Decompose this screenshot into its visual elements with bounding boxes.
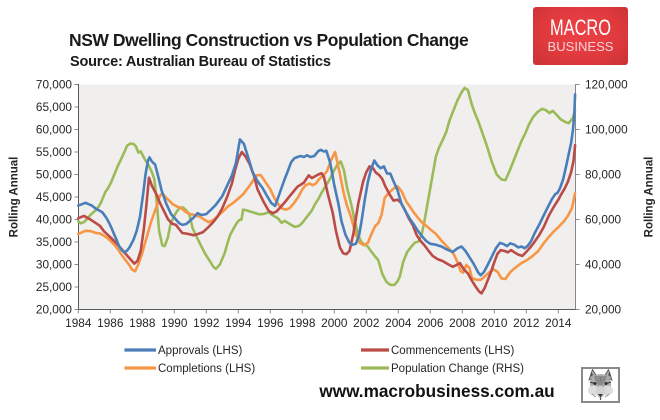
svg-text:35,000: 35,000 [36,235,73,249]
svg-text:70,000: 70,000 [36,78,73,92]
svg-text:1990: 1990 [161,316,188,330]
svg-text:Rolling Annual: Rolling Annual [9,157,21,238]
svg-text:120,000: 120,000 [585,78,628,92]
svg-text:50,000: 50,000 [36,168,73,182]
svg-text:Approvals (LHS): Approvals (LHS) [158,345,243,357]
svg-text:100,000: 100,000 [585,123,628,137]
svg-text:40,000: 40,000 [585,258,622,272]
svg-text:2000: 2000 [321,316,348,330]
svg-text:1992: 1992 [193,316,219,330]
svg-text:30,000: 30,000 [36,258,73,272]
svg-text:1996: 1996 [257,316,284,330]
svg-text:40,000: 40,000 [36,213,73,227]
svg-text:2004: 2004 [385,316,412,330]
svg-text:1986: 1986 [97,316,124,330]
svg-text:25,000: 25,000 [36,280,73,294]
svg-text:1988: 1988 [129,316,156,330]
svg-text:2010: 2010 [481,316,508,330]
svg-text:65,000: 65,000 [36,100,73,114]
svg-text:Population Change (RHS): Population Change (RHS) [391,363,524,375]
svg-text:2012: 2012 [513,316,539,330]
svg-text:45,000: 45,000 [36,190,73,204]
svg-text:55,000: 55,000 [36,145,73,159]
svg-text:20,000: 20,000 [585,303,622,317]
svg-text:60,000: 60,000 [585,213,622,227]
svg-text:MACRO: MACRO [550,15,611,40]
svg-text:BUSINESS: BUSINESS [548,39,614,54]
svg-text:Completions (LHS): Completions (LHS) [158,363,255,375]
svg-text:1984: 1984 [65,316,92,330]
svg-text:80,000: 80,000 [585,168,622,182]
svg-text:60,000: 60,000 [36,123,73,137]
svg-text:20,000: 20,000 [36,303,73,317]
svg-text:2014: 2014 [545,316,572,330]
svg-text:1998: 1998 [289,316,316,330]
svg-text:1994: 1994 [225,316,252,330]
svg-text:2002: 2002 [353,316,379,330]
svg-text:2008: 2008 [449,316,476,330]
svg-text:Commencements (LHS): Commencements (LHS) [391,345,515,357]
svg-text:Rolling Annual: Rolling Annual [644,157,656,238]
svg-text:2006: 2006 [417,316,444,330]
